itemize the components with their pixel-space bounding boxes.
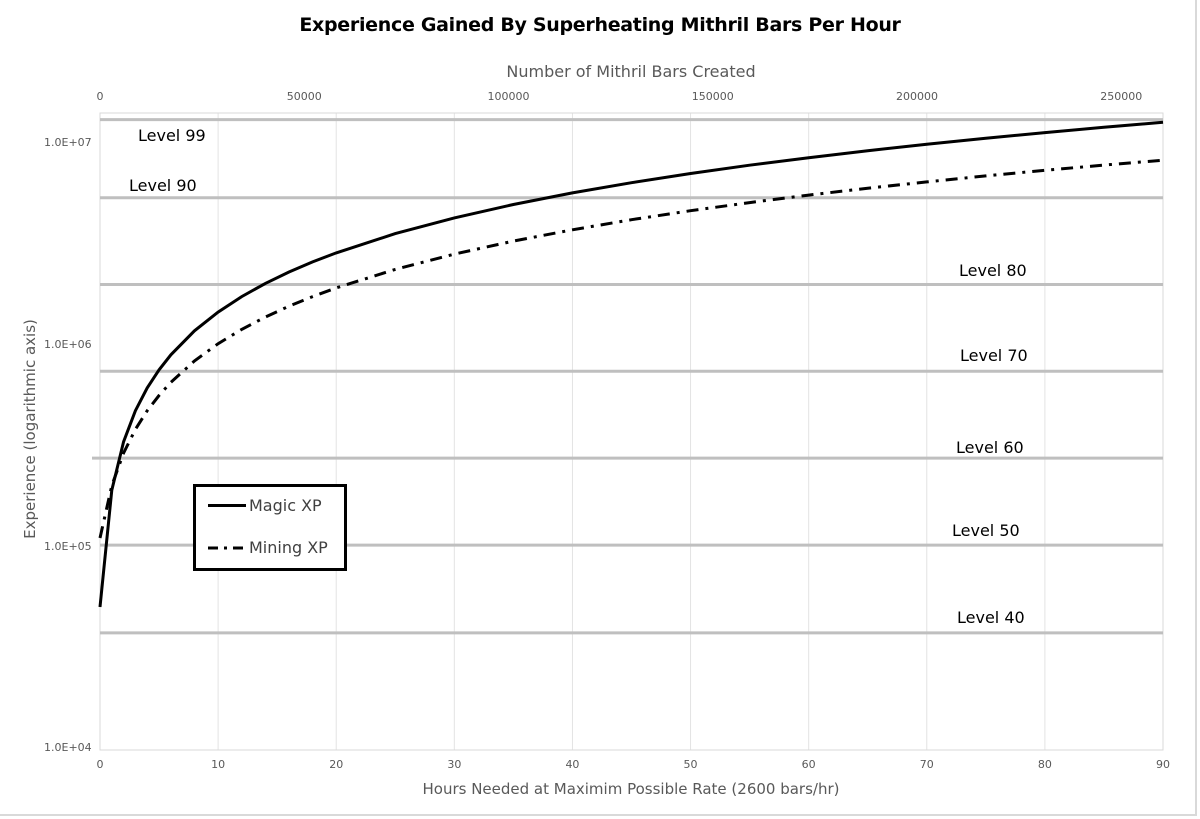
x-tick-label: 30	[447, 758, 462, 771]
top-x-tick-label: 150000	[691, 90, 734, 103]
legend-label-magic: Magic XP	[249, 496, 322, 515]
top-axis-title: Number of Mithril Bars Created	[506, 62, 756, 81]
legend-item-magic: Magic XP	[208, 496, 322, 515]
x-tick-label: 50	[683, 758, 698, 771]
level-60-label: Level 60	[956, 438, 1024, 457]
magic-xp-line	[98, 120, 1164, 608]
x-tick-label: 20	[329, 758, 344, 771]
level-99-label: Level 99	[138, 126, 206, 145]
level-40-label: Level 40	[957, 608, 1025, 627]
x-tick-label: 70	[919, 758, 934, 771]
x-tick-label: 40	[565, 758, 580, 771]
y-tick-1e6: 1.0E+06	[44, 338, 92, 351]
dash-dot-swatch-icon	[208, 546, 246, 549]
level-80-label: Level 80	[959, 261, 1027, 280]
top-x-tick-label: 50000	[286, 90, 322, 103]
x-tick-label: 0	[96, 758, 104, 771]
x-tick-label: 60	[801, 758, 816, 771]
top-x-tick-label: 200000	[896, 90, 938, 103]
x-tick-label: 10	[211, 758, 226, 771]
legend: Magic XP Mining XP	[193, 484, 347, 571]
chart-title: Experience Gained By Superheating Mithri…	[299, 14, 901, 36]
legend-label-mining: Mining XP	[249, 538, 328, 557]
x-tick-label: 90	[1156, 758, 1170, 771]
level-50-label: Level 50	[952, 521, 1020, 540]
bottom-axis-title: Hours Needed at Maximim Possible Rate (2…	[422, 780, 840, 798]
y-tick-1e4: 1.0E+04	[44, 741, 92, 754]
y-tick-1e7: 1.0E+07	[44, 136, 92, 149]
level-90-label: Level 90	[129, 176, 197, 195]
top-x-tick-label: 250000	[1100, 90, 1143, 103]
mining-xp-line	[98, 158, 1164, 539]
legend-item-mining: Mining XP	[208, 538, 328, 557]
gridlines	[217, 113, 1164, 750]
solid-line-swatch-icon	[208, 504, 246, 507]
x-tick-label: 80	[1037, 758, 1052, 771]
top-x-tick-label: 100000	[487, 90, 530, 103]
level-70-label: Level 70	[960, 346, 1028, 365]
y-tick-1e5: 1.0E+05	[44, 540, 92, 553]
top-x-tick-label: 0	[96, 90, 104, 103]
